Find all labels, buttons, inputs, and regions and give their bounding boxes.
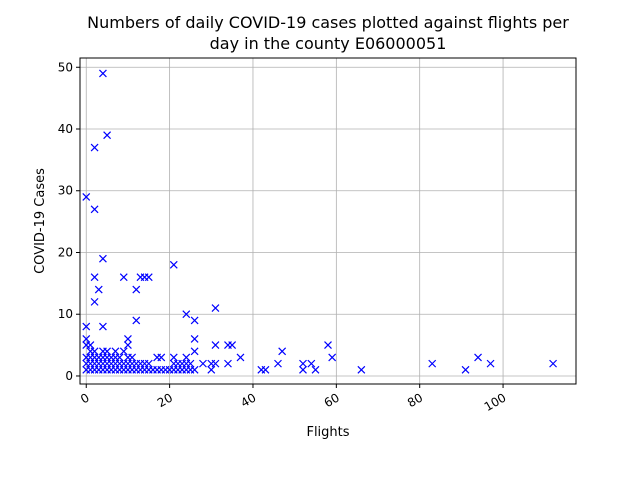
- data-point: [486, 359, 495, 368]
- data-point: [86, 341, 95, 350]
- data-point: [90, 273, 99, 282]
- x-tick-label: 60: [322, 390, 342, 410]
- data-point: [190, 316, 199, 325]
- data-point: [211, 341, 220, 350]
- data-point: [99, 69, 107, 78]
- data-point: [111, 347, 120, 356]
- data-point: [236, 353, 245, 362]
- data-point: [94, 285, 103, 294]
- y-tick-label: 40: [58, 122, 73, 136]
- data-point: [228, 341, 237, 350]
- data-point: [428, 359, 437, 368]
- chart-title-line-1: Numbers of daily COVID-19 cases plotted …: [87, 13, 569, 32]
- data-point: [461, 365, 470, 374]
- data-point: [115, 353, 124, 362]
- x-axis-label: Flights: [306, 425, 349, 440]
- y-tick-label: 50: [58, 60, 73, 74]
- x-tick-label: 40: [238, 390, 258, 410]
- data-point: [124, 335, 132, 343]
- y-axis-label: COVID-19 Cases: [33, 168, 48, 274]
- data-point: [99, 254, 107, 263]
- data-point: [99, 322, 107, 331]
- data-point: [144, 359, 153, 368]
- data-point: [82, 192, 91, 201]
- data-point: [128, 353, 137, 362]
- data-point: [299, 359, 307, 368]
- y-tick-label: 0: [65, 369, 73, 383]
- data-point: [103, 347, 112, 356]
- data-point: [324, 341, 332, 350]
- data-point: [82, 322, 91, 331]
- y-tick-label: 20: [58, 245, 73, 259]
- data-point: [357, 365, 366, 374]
- x-tick-label: 80: [405, 390, 425, 410]
- data-points: [82, 69, 558, 374]
- data-point: [157, 353, 166, 362]
- data-point: [190, 347, 199, 356]
- data-point: [182, 310, 191, 319]
- data-point: [190, 365, 199, 374]
- data-point: [311, 365, 320, 374]
- data-point: [549, 359, 558, 368]
- plot-frame: [79, 57, 577, 385]
- data-point: [299, 365, 307, 374]
- data-point: [144, 273, 153, 282]
- data-point: [307, 359, 316, 368]
- data-point: [169, 260, 178, 269]
- grid-lines: [80, 58, 576, 384]
- data-point: [211, 359, 220, 368]
- data-point: [199, 359, 207, 368]
- data-point: [169, 353, 178, 362]
- data-point: [90, 297, 99, 306]
- data-point: [328, 353, 337, 362]
- data-point: [207, 365, 216, 374]
- data-point: [119, 347, 128, 356]
- data-point: [186, 359, 195, 368]
- data-point: [261, 365, 270, 374]
- data-point: [182, 353, 191, 362]
- y-tick-label: 30: [58, 184, 73, 198]
- data-point: [132, 285, 141, 294]
- data-point: [274, 359, 282, 368]
- data-point: [90, 347, 99, 356]
- data-point: [224, 359, 232, 368]
- data-point: [124, 341, 132, 350]
- data-point: [132, 316, 141, 325]
- data-point: [474, 353, 482, 362]
- data-point: [190, 335, 199, 343]
- data-point: [211, 304, 220, 312]
- data-point: [103, 131, 112, 140]
- x-tick-label: 20: [155, 390, 175, 410]
- data-point: [82, 335, 91, 343]
- data-point: [90, 205, 99, 214]
- y-tick-label: 10: [58, 307, 73, 321]
- data-point: [278, 347, 287, 356]
- data-point: [90, 143, 99, 152]
- chart-title-line-2: day in the county E06000051: [210, 34, 447, 53]
- data-point: [119, 273, 128, 282]
